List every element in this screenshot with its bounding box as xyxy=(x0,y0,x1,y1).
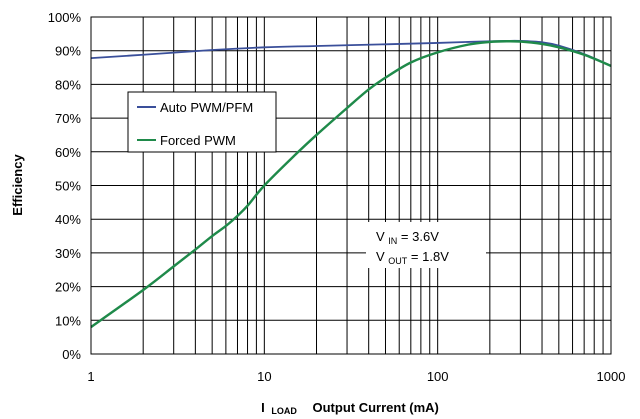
annotation-vin: V IN = 3.6V xyxy=(376,229,439,247)
y-axis-title: Efficiency xyxy=(10,154,25,216)
x-axis-title: I LOAD Output Current (mA) xyxy=(261,400,439,417)
x-tick-label: 10 xyxy=(257,369,271,384)
grid-lines xyxy=(91,16,611,355)
y-tick-label: 100% xyxy=(48,10,82,25)
annotation-box xyxy=(366,222,486,268)
conditions-annotation: V IN = 3.6V V OUT = 1.8V xyxy=(366,222,486,268)
legend-box xyxy=(127,91,277,153)
x-tick-label: 100 xyxy=(427,369,449,384)
series-lines xyxy=(90,39,612,329)
y-tick-label: 90% xyxy=(55,44,81,59)
y-tick-label: 30% xyxy=(55,246,81,261)
y-tick-label: 0% xyxy=(62,347,81,362)
annotation-vout: V OUT = 1.8V xyxy=(376,249,449,267)
x-axis-title-subscript: LOAD xyxy=(271,406,297,416)
y-tick-label: 80% xyxy=(55,77,81,92)
series-line-auto-pwm-pfm xyxy=(90,39,612,67)
x-tick-label: 1000 xyxy=(597,369,626,384)
plot-frame xyxy=(90,16,612,355)
legend-label-forced-pwm: Forced PWM xyxy=(160,133,236,148)
series-line-forced-pwm xyxy=(90,40,612,329)
legend-label-auto-pwm-pfm: Auto PWM/PFM xyxy=(160,100,253,115)
legend: Auto PWM/PFM Forced PWM xyxy=(127,91,277,153)
y-tick-label: 50% xyxy=(55,179,81,194)
y-tick-label: 70% xyxy=(55,111,81,126)
x-axis-title-rest: Output Current (mA) xyxy=(313,400,439,415)
y-tick-label: 20% xyxy=(55,280,81,295)
x-tick-label: 1 xyxy=(87,369,94,384)
y-tick-label: 10% xyxy=(55,313,81,328)
tick-labels: 0% 10% 20% 30% 40% 50% 60% 70% 80% 90% 100% 1 10 100 1… xyxy=(48,10,626,384)
y-tick-label: 60% xyxy=(55,145,81,160)
y-tick-label: 40% xyxy=(55,212,81,227)
x-axis-title-symbol: I xyxy=(261,400,265,415)
